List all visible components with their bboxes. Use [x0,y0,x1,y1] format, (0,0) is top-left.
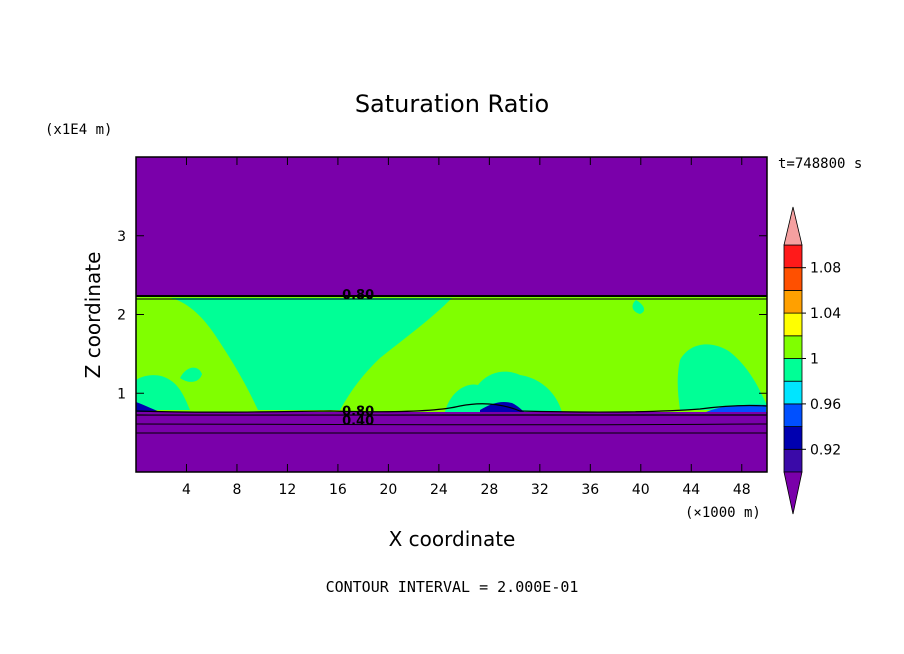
x-tick-label: 28 [480,482,498,498]
near-saturated-region [677,344,767,410]
contour-interval-footer: CONTOUR INTERVAL = 2.000E-01 [326,578,579,596]
x-tick-label: 48 [733,482,751,498]
x-tick-label: 36 [581,482,599,498]
chart-title: Saturation Ratio [355,90,549,118]
colorbar-label: 1 [810,352,819,368]
colorbar-swatch [783,267,803,291]
x-tick-label: 16 [329,482,347,498]
contour-line [136,403,767,413]
near-saturated-region [293,300,304,322]
x-tick-label: 24 [430,482,448,498]
contour-plot-area [136,157,767,472]
colorbar-under-arrow [783,471,803,515]
colorbar-swatch [783,448,803,473]
y-axis-label: Z coordinate [81,252,105,379]
contour-line [136,423,767,426]
y-tick-label: 3 [117,229,126,245]
colorbar-swatch [783,289,803,314]
x-tick-label: 8 [232,482,241,498]
x-tick-label: 12 [279,482,297,498]
near-saturated-region [180,367,202,382]
colorbar-label: 1.08 [810,261,841,277]
near-saturated-region [445,371,562,412]
subsaturated-edge [136,402,160,412]
contour-label: 0.80 [342,405,374,420]
y-tick-label: 2 [117,308,126,324]
colorbar-swatch [783,312,803,337]
y-unit-label: (x1E4 m) [45,122,112,138]
contour-label: 0.80 [342,288,374,303]
colorbar-swatch [783,380,803,405]
colorbar-over-arrow [783,206,803,246]
x-axis-label: X coordinate [389,527,516,551]
near-saturated-region [136,375,190,410]
colorbar-swatch [783,403,803,427]
colorbar-label: 1.04 [810,306,841,322]
colorbar-swatch [783,358,803,382]
x-tick-label: 20 [379,482,397,498]
x-tick-label: 40 [632,482,650,498]
colorbar-swatch [783,426,803,450]
x-tick-label: 4 [182,482,191,498]
subsaturated-edge [480,401,524,412]
near-saturated-region [632,300,645,314]
contour-label: 0.40 [342,414,374,429]
x-tick-label: 44 [682,482,700,498]
colorbar-swatch [783,335,803,359]
y-tick-label: 1 [117,386,126,402]
x-tick-label: 32 [531,482,549,498]
colorbar: 0.92 0.96 1 1.04 1.08 [783,206,841,515]
near-saturated-region [171,298,452,410]
colorbar-label: 0.96 [810,397,841,413]
colorbar-swatch [783,244,803,269]
x-unit-label: (×1000 m) [685,505,761,521]
colorbar-label: 0.92 [810,442,841,458]
subsaturated-edge [706,404,766,412]
near-saturated-region [346,300,365,320]
time-label: t=748800 s [778,156,862,172]
